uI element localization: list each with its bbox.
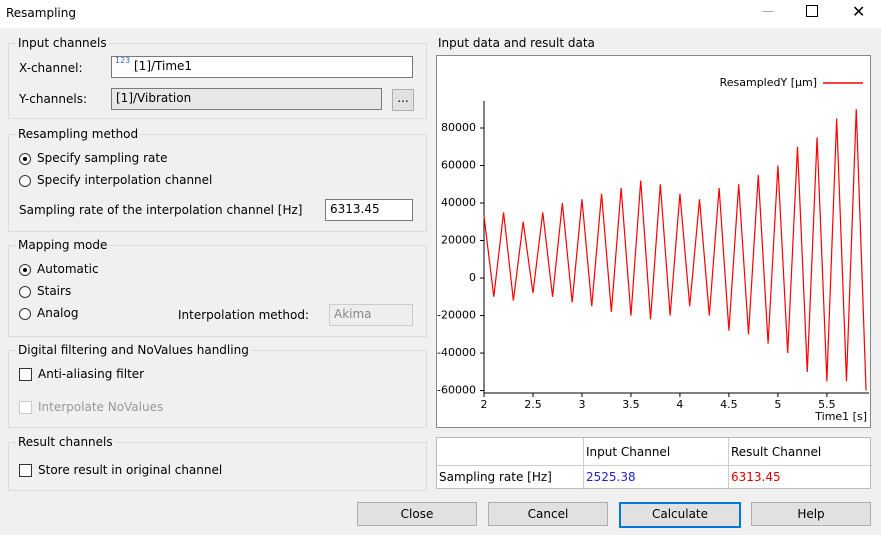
field-value: 6313.45: [330, 202, 380, 216]
x-tick-label: 3: [578, 398, 585, 411]
radio-label: Specify sampling rate: [37, 151, 168, 165]
checkbox-label: Store result in original channel: [38, 463, 223, 477]
maximize[interactable]: [806, 5, 818, 17]
label: Y-channels:: [19, 92, 88, 106]
group-title: Digital filtering and NoValues handling: [16, 343, 251, 357]
group-title: Mapping mode: [16, 238, 110, 252]
radio[interactable]: [19, 264, 31, 276]
checkbox-label: Anti-aliasing filter: [38, 367, 145, 381]
field-icon: 123: [115, 56, 131, 65]
radio-label: Analog: [37, 306, 79, 320]
x-tick-label: 4.5: [720, 398, 738, 411]
y-tick-label: 80000: [441, 121, 476, 134]
x-channel-field[interactable]: [1]/Time1: [111, 56, 413, 78]
label: Sampling rate of the interpolation chann…: [19, 203, 303, 217]
group: [8, 134, 427, 232]
close-x[interactable]: ✕: [852, 2, 866, 21]
checkbox[interactable]: [19, 368, 32, 381]
button[interactable]: Cancel: [488, 502, 608, 526]
field-value: [1]/Vibration: [116, 91, 192, 105]
button[interactable]: Calculate: [619, 502, 741, 528]
label: X-channel:: [19, 61, 83, 75]
field-value: [1]/Time1: [134, 59, 193, 73]
rate-spinner[interactable]: 6313.45: [325, 199, 413, 221]
y-channel-field[interactable]: [1]/Vibration: [111, 88, 382, 110]
group: [8, 442, 427, 491]
radio-label: Stairs: [37, 284, 72, 298]
x-tick-label: 3.5: [622, 398, 640, 411]
chart: -60000 -40000 -20000 0 20000 40000 60000 80000 2…: [436, 55, 871, 428]
minimize[interactable]: —: [762, 4, 774, 18]
series-line: [483, 109, 867, 391]
x-tick-label: 2: [481, 398, 488, 411]
radio-label: Automatic: [37, 262, 99, 276]
x-axis-label: Time1 [s]: [814, 410, 867, 423]
group: [8, 245, 427, 337]
title-bar: [0, 0, 881, 28]
checkbox[interactable]: [19, 401, 32, 414]
y-tick-label: 40000: [441, 196, 476, 209]
panel-title: Input data and result data: [438, 36, 595, 50]
table-cell: 2525.38: [586, 470, 636, 484]
radio-label: Specify interpolation channel: [37, 173, 213, 187]
table: Input Channel Result Channel Sampling ra…: [436, 437, 872, 490]
group: [8, 43, 427, 119]
label: Interpolation method:: [178, 308, 309, 322]
x-tick-label: 5: [774, 398, 781, 411]
legend-label: ResampledY [µm]: [720, 76, 817, 89]
y-tick-label: -60000: [437, 384, 476, 397]
group: [8, 350, 427, 428]
x-tick-label: 5.5: [818, 398, 836, 411]
window-title: Resampling: [6, 6, 76, 20]
radio[interactable]: [19, 286, 31, 298]
checkbox[interactable]: [19, 464, 32, 477]
button[interactable]: Close: [357, 502, 477, 526]
x-tick-label: 2.5: [524, 398, 542, 411]
table-cell: Sampling rate [Hz]: [439, 470, 552, 484]
y-tick-label: 20000: [441, 234, 476, 247]
y-tick-label: 60000: [441, 159, 476, 172]
y-tick-label: -20000: [437, 309, 476, 322]
radio[interactable]: [19, 175, 31, 187]
x-tick-label: 4: [676, 398, 683, 411]
browse-button[interactable]: ...: [392, 89, 414, 111]
table-header: Result Channel: [731, 445, 822, 459]
radio[interactable]: [19, 308, 31, 320]
group-title: Input channels: [16, 36, 109, 50]
y-tick-label: -40000: [437, 346, 476, 359]
table-header: Input Channel: [586, 445, 671, 459]
group-title: Result channels: [16, 435, 115, 449]
checkbox-label: Interpolate NoValues: [38, 400, 164, 414]
button[interactable]: Help: [751, 502, 871, 526]
table-cell: 6313.45: [731, 470, 781, 484]
field-value: Akima: [334, 307, 372, 321]
y-tick-label: 0: [469, 271, 476, 284]
interp-select[interactable]: Akima: [329, 304, 413, 326]
radio[interactable]: [19, 153, 31, 165]
group-title: Resampling method: [16, 127, 141, 141]
